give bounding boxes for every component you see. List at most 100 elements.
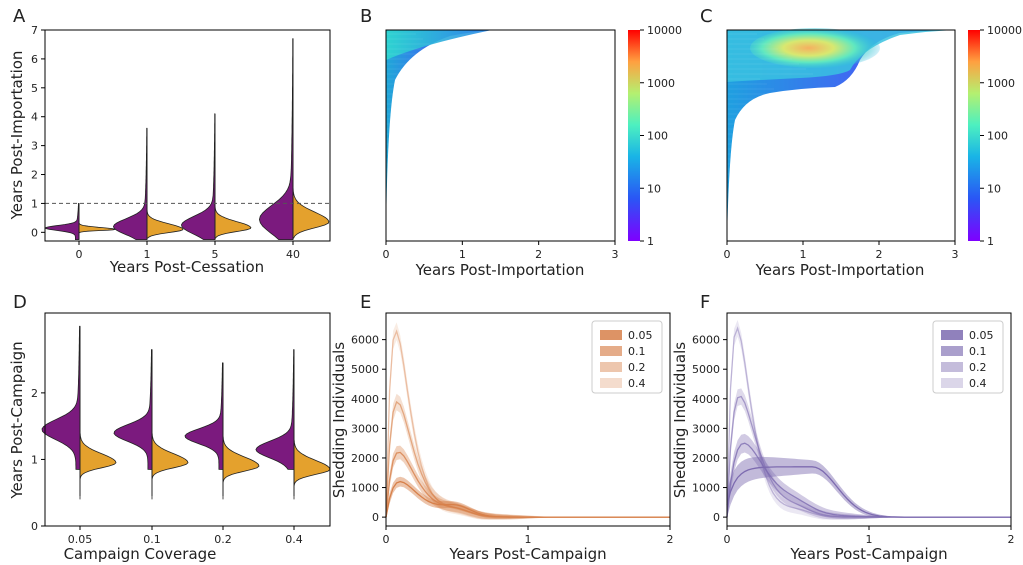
panel-e-label: E xyxy=(360,292,371,313)
panel-e-ytick-label: 5000 xyxy=(351,363,379,376)
panel-d-ytick-label: 1 xyxy=(31,453,38,466)
panel-b-colorbar-label: 10000 xyxy=(647,24,682,37)
panel-f-legend-label: 0.05 xyxy=(969,329,994,342)
panel-e-ytick-label: 2000 xyxy=(351,452,379,465)
panel-a-ytick-label: 0 xyxy=(31,226,38,239)
panel-a-violin-left xyxy=(258,38,294,241)
panel-b-heatmap-rows xyxy=(386,33,475,230)
panel-f-legend-swatch xyxy=(941,378,963,388)
panel-a: 0 1 2 3 4 5 6 7 0 1 5 40 Years Post-Cessation Years… xyxy=(8,24,331,276)
panel-d-xtick-label: 0.4 xyxy=(285,533,303,546)
panel-b-label: B xyxy=(360,6,372,27)
panel-f-ytick-label: 3000 xyxy=(692,422,720,435)
panel-c-colorbar-label: 1 xyxy=(987,235,994,248)
panel-d-xtick-label: 0.2 xyxy=(214,533,232,546)
panel-b-xtick-label: 3 xyxy=(612,248,619,261)
panel-f-series-band xyxy=(727,388,1011,520)
panel-c-xtick-label: 2 xyxy=(876,248,883,261)
panel-d-xtick-label: 0.05 xyxy=(68,533,93,546)
panel-e-ytick-label: 6000 xyxy=(351,334,379,347)
panel-a-violin-right xyxy=(214,167,252,239)
panel-a-ytick-label: 1 xyxy=(31,197,38,210)
panel-e-ytick-label: 0 xyxy=(372,511,379,524)
panel-a-ytick-label: 4 xyxy=(31,111,38,124)
panel-a-label: A xyxy=(13,6,26,27)
panel-e-legend-swatch xyxy=(600,346,622,356)
panel-a-violin-right xyxy=(78,216,117,239)
panel-f-legend-swatch xyxy=(941,362,963,372)
panel-e-legend-label: 0.4 xyxy=(628,377,646,390)
panel-f-legend: 0.05 0.1 0.2 0.4 xyxy=(932,320,1004,394)
panel-a-ytick-label: 3 xyxy=(31,140,38,153)
panel-c-heatmap-fill xyxy=(727,30,955,241)
panel-a-xtick-label: 1 xyxy=(144,248,151,261)
panel-f-xtick-label: 2 xyxy=(1008,533,1015,546)
panel-c-xtick-label: 0 xyxy=(724,248,731,261)
panel-b-colorbar-label: 100 xyxy=(647,130,668,143)
panel-e-legend-label: 0.05 xyxy=(628,329,653,342)
panel-e-ylabel: Shedding Individuals xyxy=(330,342,348,498)
panel-c-frame xyxy=(726,29,956,242)
panel-b: 0 1 2 3 1 10 100 1000 10000 Years Post-Importati… xyxy=(383,24,683,279)
panel-d-violin-right xyxy=(151,399,189,500)
panel-d-violin-right xyxy=(222,399,260,500)
panel-d-ticks: 0 1 2 0.05 0.1 0.2 0.4 xyxy=(31,387,303,546)
panel-a-violin-left xyxy=(180,113,216,241)
panel-f-legend-label: 0.2 xyxy=(969,361,987,374)
panel-f-series-band xyxy=(727,456,1011,518)
panel-f-ylabel: Shedding Individuals xyxy=(671,342,689,498)
panel-f-legend-label: 0.4 xyxy=(969,377,987,390)
panel-d-ytick-label: 2 xyxy=(31,387,38,400)
panel-e-ytick-label: 4000 xyxy=(351,393,379,406)
panel-f-legend-swatch xyxy=(941,346,963,356)
panel-b-xtick-label: 2 xyxy=(535,248,542,261)
panel-f-series-line xyxy=(726,466,1011,518)
panel-e-xtick-label: 1 xyxy=(525,533,532,546)
panel-d-ylabel: Years Post-Campaign xyxy=(8,341,26,499)
panel-f-series xyxy=(726,319,1011,520)
panel-f-ytick-label: 1000 xyxy=(692,482,720,495)
panel-b-heatmap-top xyxy=(386,30,492,60)
panel-e-legend: 0.05 0.1 0.2 0.4 xyxy=(591,320,663,394)
panel-a-ylabel: Years Post-Importation xyxy=(8,51,26,221)
panel-f-label: F xyxy=(700,292,710,313)
panel-c-xtick-label: 3 xyxy=(952,248,959,261)
panel-b-colorbar xyxy=(628,30,640,241)
panel-e-legend-label: 0.1 xyxy=(628,345,646,358)
panel-a-xtick-label: 5 xyxy=(212,248,219,261)
panel-d-xtick-label: 0.1 xyxy=(143,533,161,546)
panel-e-series xyxy=(385,322,670,520)
panel-f-legend-label: 0.1 xyxy=(969,345,987,358)
panel-d-violin-right xyxy=(79,399,117,500)
panel-e-ytick-label: 1000 xyxy=(351,482,379,495)
panel-e-xtick-label: 0 xyxy=(383,533,390,546)
panel-c-heatmap-rows xyxy=(727,33,816,230)
panel-f-ytick-label: 4000 xyxy=(692,393,720,406)
panel-a-violins xyxy=(44,38,330,241)
panel-f-series-line xyxy=(726,395,1011,518)
panel-b-xlabel: Years Post-Importation xyxy=(415,261,585,279)
panel-b-xtick-label: 1 xyxy=(459,248,466,261)
panel-f-ytick-label: 2000 xyxy=(692,452,720,465)
panel-a-xtick-label: 0 xyxy=(76,248,83,261)
panel-e-xtick-label: 2 xyxy=(667,533,674,546)
panel-f-ytick-label: 5000 xyxy=(692,363,720,376)
panel-a-violin-right xyxy=(146,175,184,239)
panel-c-colorbar xyxy=(968,30,980,241)
panel-a-frame xyxy=(44,29,331,242)
panel-b-xtick-label: 0 xyxy=(383,248,390,261)
panel-d-xlabel: Campaign Coverage xyxy=(64,545,217,563)
panel-c-label: C xyxy=(700,6,713,27)
panel-b-colorbar-label: 10 xyxy=(647,182,661,195)
panel-a-xlabel: Years Post-Cessation xyxy=(109,258,264,276)
panel-f-ytick-label: 0 xyxy=(713,511,720,524)
panel-e-ticks: 0 1000 2000 3000 4000 5000 6000 0 1 2 xyxy=(351,334,674,546)
panel-d-frame xyxy=(44,312,331,527)
panel-a-violin-left xyxy=(112,127,148,241)
panel-e-xlabel: Years Post-Campaign xyxy=(448,545,606,563)
panel-c-colorbar-label: 10 xyxy=(987,182,1001,195)
panel-d-ytick-label: 0 xyxy=(31,520,38,533)
